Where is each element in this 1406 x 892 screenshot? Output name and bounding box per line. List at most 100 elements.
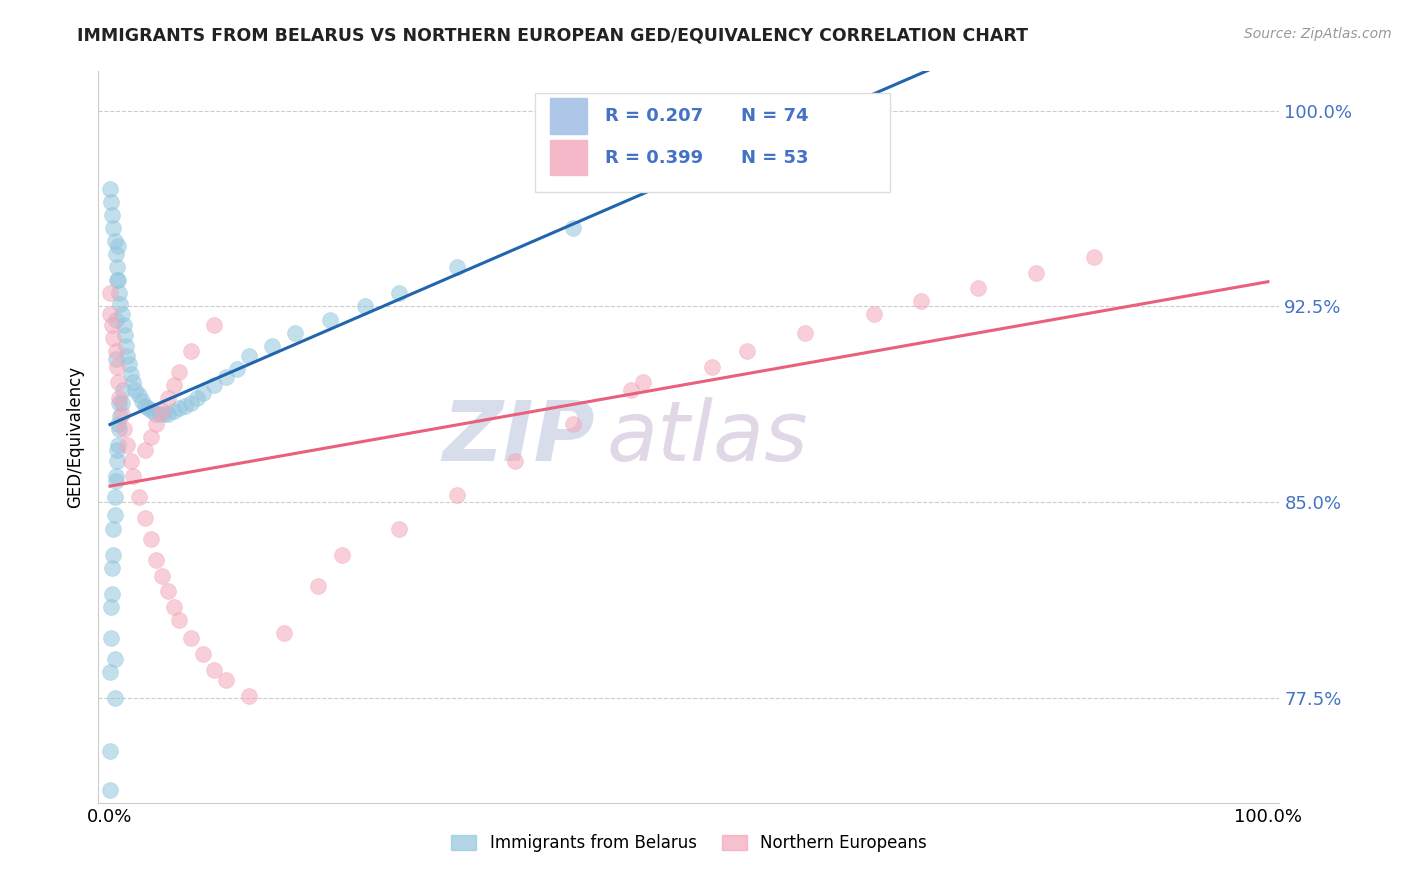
Point [105, 260, 128, 275]
Point [101, 587, 124, 601]
Point [100, 632, 122, 646]
Text: N = 53: N = 53 [741, 149, 808, 167]
Point [153, 407, 176, 421]
Point [215, 370, 238, 384]
Point [226, 362, 249, 376]
Point [330, 548, 353, 562]
Point [103, 331, 125, 345]
Point [163, 404, 186, 418]
Point [1083, 250, 1105, 264]
Point [191, 647, 214, 661]
Text: R = 0.207: R = 0.207 [605, 107, 703, 125]
Point [238, 349, 260, 363]
Point [446, 260, 468, 275]
Point [319, 312, 342, 326]
Point [104, 475, 127, 489]
Point [202, 663, 225, 677]
Point [117, 438, 139, 452]
Point [134, 399, 156, 413]
Point [98, 307, 121, 321]
Point [104, 652, 127, 666]
Point [98, 665, 121, 680]
Point [131, 393, 153, 408]
Point [863, 307, 886, 321]
Point [105, 359, 128, 374]
Text: atlas: atlas [606, 397, 808, 477]
Point [124, 383, 146, 397]
Point [169, 365, 191, 379]
Text: IMMIGRANTS FROM BELARUS VS NORTHERN EUROPEAN GED/EQUIVALENCY CORRELATION CHART: IMMIGRANTS FROM BELARUS VS NORTHERN EURO… [77, 27, 1028, 45]
Point [163, 377, 186, 392]
Point [156, 407, 179, 421]
Bar [550, 140, 588, 175]
Point [110, 409, 132, 424]
Point [104, 691, 127, 706]
Point [134, 443, 156, 458]
Point [104, 490, 127, 504]
Point [620, 383, 643, 397]
Point [139, 430, 162, 444]
Point [180, 632, 202, 646]
Y-axis label: GED/Equivalency: GED/Equivalency [66, 366, 84, 508]
Point [735, 169, 758, 183]
Point [122, 376, 145, 390]
Point [114, 328, 136, 343]
Point [108, 396, 131, 410]
Point [120, 368, 142, 382]
Point [101, 560, 124, 574]
Point [156, 584, 179, 599]
Point [110, 407, 132, 421]
Point [163, 599, 186, 614]
Bar [550, 98, 588, 134]
Point [105, 273, 128, 287]
Point [215, 673, 238, 687]
Point [104, 234, 127, 248]
Point [108, 286, 131, 301]
Text: Source: ZipAtlas.com: Source: ZipAtlas.com [1244, 27, 1392, 41]
Point [149, 407, 172, 421]
Point [169, 401, 191, 416]
Point [353, 300, 375, 314]
Point [107, 376, 129, 390]
Point [631, 376, 654, 390]
Point [284, 326, 307, 340]
Point [107, 438, 129, 452]
Point [793, 326, 815, 340]
Point [174, 399, 197, 413]
Point [100, 194, 122, 209]
Point [238, 689, 260, 703]
Point [202, 318, 225, 332]
Point [110, 396, 132, 410]
Point [105, 453, 128, 467]
Point [110, 297, 132, 311]
Point [128, 490, 150, 504]
Point [117, 357, 139, 371]
Point [103, 548, 125, 562]
Point [169, 613, 191, 627]
Point [117, 349, 139, 363]
Point [108, 391, 131, 405]
Point [145, 407, 167, 421]
Point [967, 281, 990, 295]
Point [191, 385, 214, 400]
Text: R = 0.399: R = 0.399 [605, 149, 703, 167]
Point [101, 208, 124, 222]
Point [141, 404, 163, 418]
Point [388, 286, 411, 301]
FancyBboxPatch shape [536, 94, 890, 192]
Point [136, 401, 159, 416]
Point [700, 359, 723, 374]
Point [104, 351, 127, 366]
Point [150, 404, 173, 418]
Point [98, 782, 121, 797]
Point [1025, 266, 1047, 280]
Point [104, 343, 127, 358]
Point [100, 599, 122, 614]
Point [122, 469, 145, 483]
Point [262, 339, 284, 353]
Point [104, 312, 127, 326]
Point [446, 487, 468, 501]
Point [108, 422, 131, 436]
Point [307, 579, 329, 593]
Point [139, 532, 162, 546]
